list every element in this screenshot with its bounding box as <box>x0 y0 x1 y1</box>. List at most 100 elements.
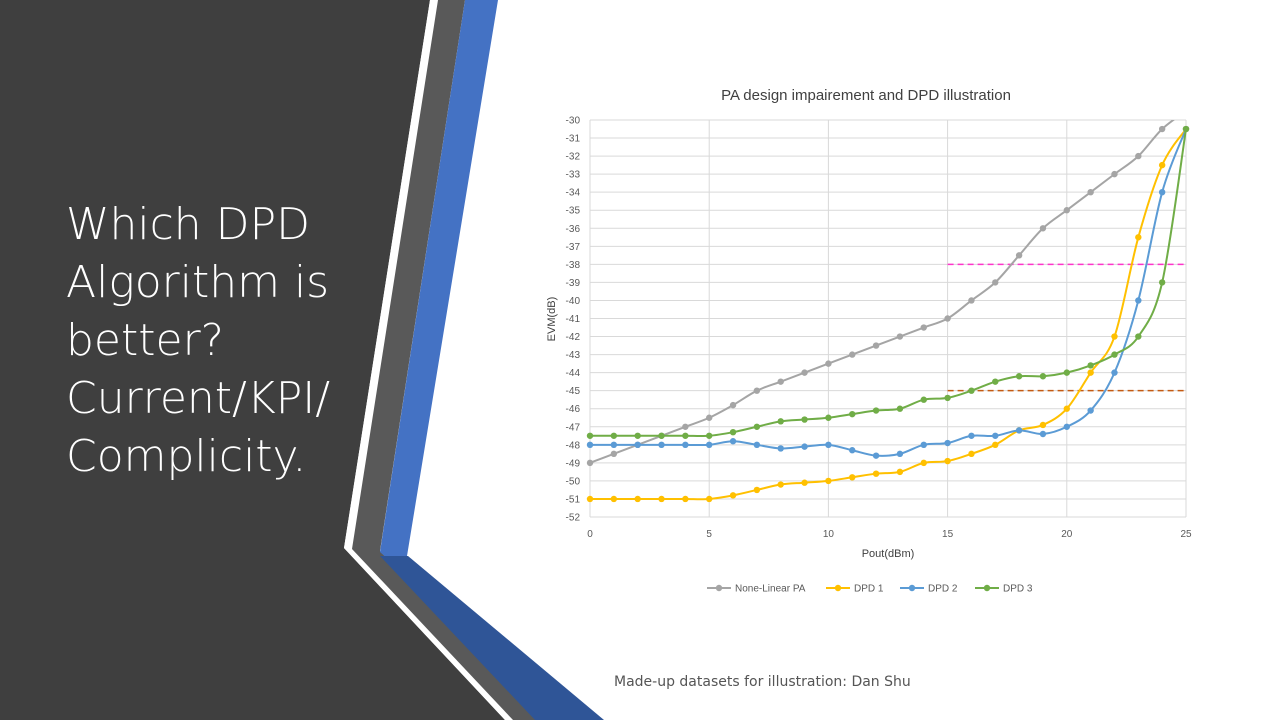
data-point <box>1087 369 1094 376</box>
y-tick-label: -46 <box>566 404 581 415</box>
data-point <box>896 333 904 340</box>
data-point <box>1135 333 1142 340</box>
data-point <box>586 459 594 467</box>
data-point <box>1063 369 1071 376</box>
data-point <box>1158 125 1166 133</box>
x-tick-label: 15 <box>942 529 954 540</box>
series-4 <box>586 125 1190 439</box>
y-tick-label: -35 <box>566 206 581 217</box>
legend-swatch-marker <box>983 584 991 592</box>
data-point <box>801 443 808 450</box>
x-tick-label: 5 <box>706 529 712 540</box>
data-point <box>753 387 761 394</box>
legend: None-Linear PA DPD 1 DPD 2 DPD 3 <box>707 584 1033 595</box>
data-point <box>1039 421 1047 429</box>
y-tick-label: -34 <box>566 188 581 199</box>
data-point <box>1087 362 1094 369</box>
data-point <box>872 470 880 477</box>
data-point <box>992 378 999 385</box>
data-point <box>753 441 761 449</box>
data-point <box>968 450 975 458</box>
data-point <box>610 432 618 439</box>
white-divider-stripe <box>344 0 513 720</box>
data-point <box>634 432 641 439</box>
data-point <box>1039 430 1047 438</box>
data-point <box>1135 234 1142 241</box>
y-tick-label: -52 <box>566 513 581 524</box>
data-point <box>658 432 665 439</box>
data-point <box>753 423 761 430</box>
series-line <box>590 128 1187 501</box>
data-point <box>706 414 713 421</box>
data-point <box>872 452 880 459</box>
data-point <box>896 468 904 476</box>
legend-item: DPD 3 <box>975 584 1033 595</box>
data-point <box>1087 188 1094 196</box>
data-point <box>1063 405 1071 412</box>
y-axis-label: EVM(dB) <box>546 297 558 342</box>
y-tick-label: -40 <box>566 296 581 307</box>
data-point <box>992 441 999 449</box>
data-point <box>920 324 927 331</box>
title-line: Which DPD <box>66 199 310 250</box>
y-tick-label: -36 <box>566 224 581 235</box>
data-point <box>849 447 856 454</box>
data-point <box>896 450 904 458</box>
data-point <box>849 474 856 481</box>
data-point <box>610 450 618 458</box>
data-point <box>896 405 904 412</box>
gray-stripe <box>352 0 541 720</box>
data-point <box>634 495 641 503</box>
data-point <box>658 441 665 449</box>
navy-stripe <box>380 556 604 720</box>
y-tick-label: -44 <box>566 368 581 379</box>
data-point <box>682 495 689 503</box>
data-point <box>992 432 999 439</box>
data-point <box>1158 161 1166 169</box>
data-point <box>610 441 618 449</box>
data-point <box>1135 152 1142 160</box>
title-line: Complicity. <box>66 431 307 482</box>
data-point <box>1158 188 1166 196</box>
data-point <box>706 495 713 503</box>
data-point <box>944 439 951 447</box>
data-point <box>682 423 689 430</box>
data-point <box>1111 369 1118 376</box>
y-tick-label: -30 <box>566 116 581 127</box>
x-tick-label: 10 <box>823 529 835 540</box>
data-point <box>872 342 880 349</box>
data-point <box>872 407 880 414</box>
legend-swatch-marker <box>715 584 723 592</box>
tick-labels: -30 -31 -32 -33 -34 -35 -36 -37 -38 -39 -40 -41 -42 -… <box>566 116 1192 541</box>
data-point <box>1135 297 1142 304</box>
data-point <box>992 279 999 286</box>
x-tick-label: 0 <box>587 529 593 540</box>
y-tick-label: -43 <box>566 350 581 361</box>
y-tick-label: -51 <box>566 494 581 505</box>
y-tick-label: -42 <box>566 332 581 343</box>
data-point <box>1158 279 1166 286</box>
data-point <box>944 394 951 402</box>
data-point <box>610 495 618 503</box>
data-point <box>849 410 856 418</box>
data-point <box>944 315 951 322</box>
series-lines <box>586 120 1190 503</box>
chart-title: PA design impairement and DPD illustrati… <box>721 87 1011 104</box>
legend-label: DPD 1 <box>854 584 884 595</box>
data-point <box>1111 351 1118 358</box>
x-axis-label: Pout(dBm) <box>862 548 915 560</box>
y-tick-label: -39 <box>566 278 581 289</box>
data-point <box>729 492 737 499</box>
title-line: Current/KPI/ <box>66 373 331 424</box>
legend-item: DPD 1 <box>826 584 884 595</box>
y-tick-label: -37 <box>566 242 581 253</box>
y-tick-label: -50 <box>566 476 581 487</box>
data-point <box>586 432 594 439</box>
data-point <box>968 387 975 394</box>
data-point <box>1087 407 1094 414</box>
slide-title: Which DPD Algorithm is better? Current/K… <box>66 196 366 486</box>
blue-stripe <box>380 0 602 720</box>
data-point <box>777 378 784 385</box>
data-point <box>729 428 737 436</box>
legend-label: None-Linear PA <box>735 584 806 595</box>
